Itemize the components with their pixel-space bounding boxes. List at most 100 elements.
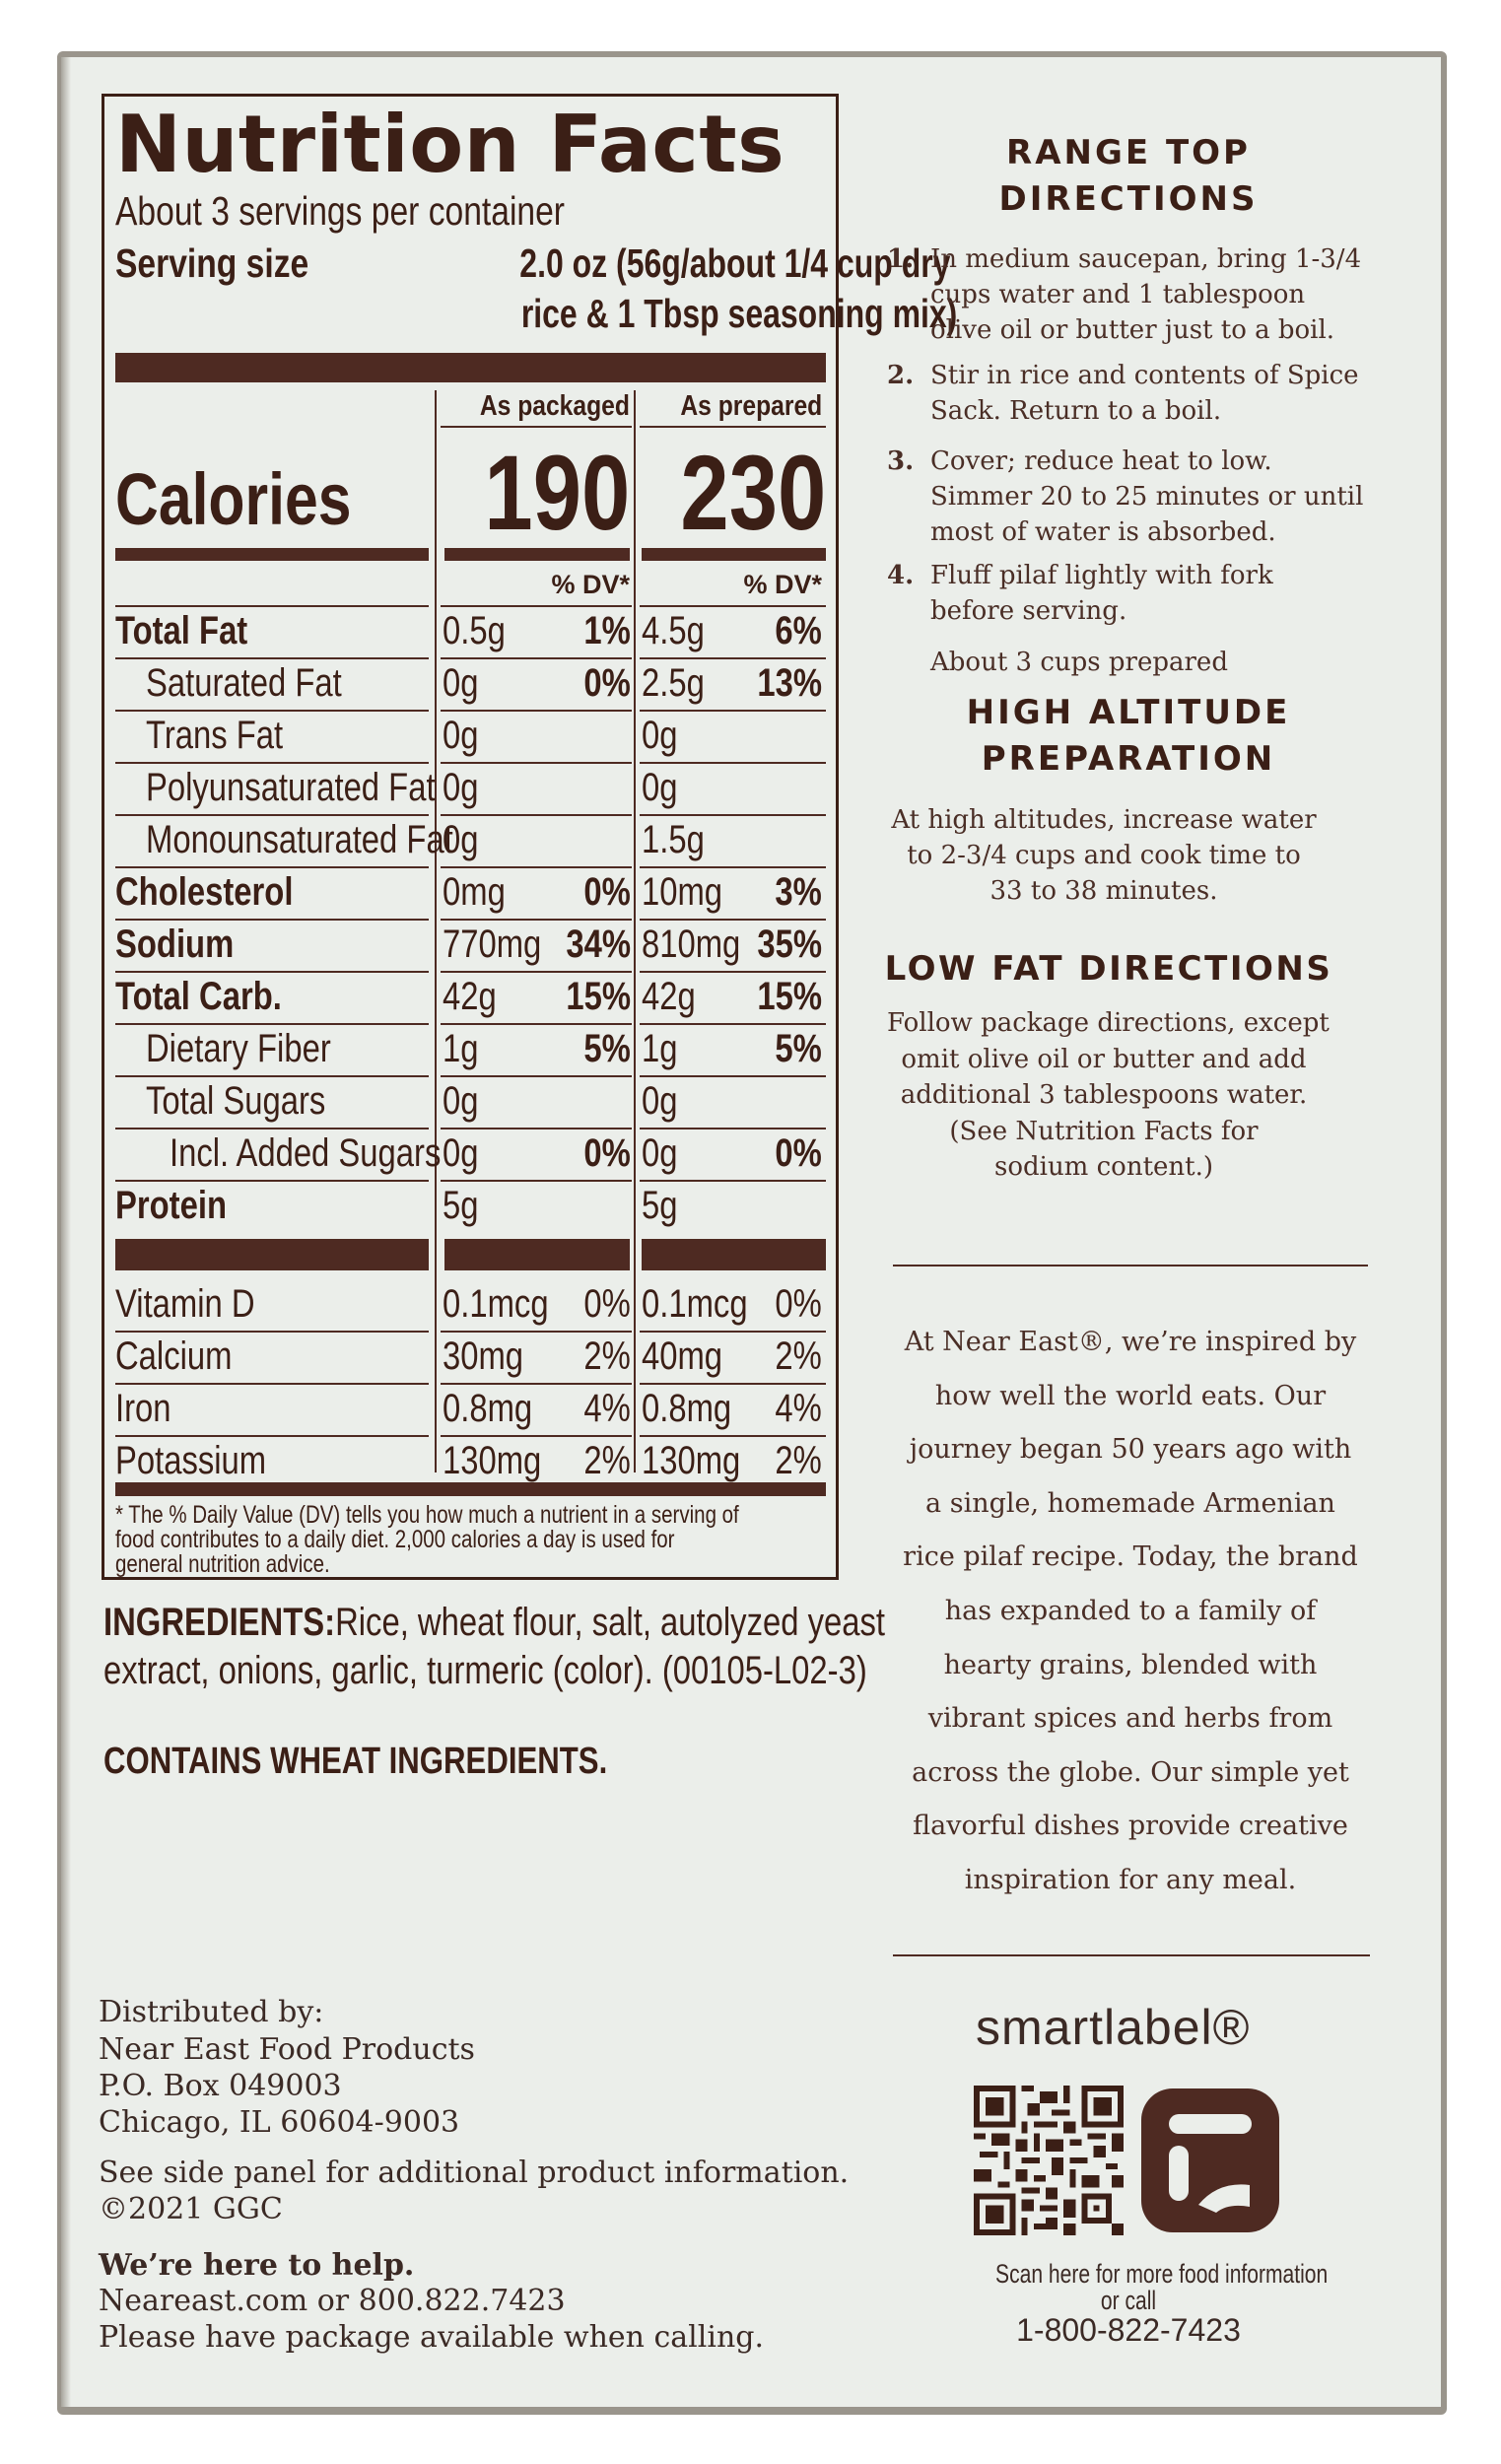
copyright: ©2021 GGC [99, 2192, 283, 2226]
nutrient-dv-prepared: 35% [723, 923, 822, 967]
low-fat-line: additional 3 tablespoons water. [900, 1080, 1308, 1110]
step-number: 3. [887, 446, 915, 476]
nutrient-dv-packaged: 5% [532, 1027, 631, 1071]
vitamin-value-prepared: 130mg [642, 1439, 741, 1482]
brand-story-line: inspiration for any meal. [964, 1864, 1297, 1895]
nutrient-dv-prepared-text: 3% [775, 870, 822, 914]
calories-prepared: 230 [680, 433, 826, 552]
column-divider-left [435, 390, 437, 1472]
vitamin-dv-packaged: 2% [532, 1439, 631, 1483]
row-rule-prepared [640, 605, 826, 607]
vitamin-rule-packaged [441, 1435, 632, 1437]
row-rule-left [115, 1128, 429, 1129]
nutrient-name: Protein [115, 1184, 227, 1227]
thick-divider [115, 353, 826, 382]
low-fat-heading: LOW FAT DIRECTIONS [884, 949, 1333, 989]
protein-bar-packaged [444, 1239, 630, 1270]
row-rule-left [115, 1075, 429, 1077]
vitamin-value-packaged: 130mg [443, 1439, 542, 1482]
nutrient-name: Total Carb. [115, 975, 282, 1018]
nutrient-value-packaged: 1g [443, 1027, 479, 1070]
nutrient-value-prepared: 0g [642, 1131, 678, 1175]
vitamin-value-prepared: 40mg [642, 1335, 723, 1378]
help-note: Please have package available when calli… [99, 2320, 765, 2355]
divider-upper [893, 1265, 1368, 1266]
vitamin-name: Vitamin D [115, 1282, 255, 1326]
nutrient-value-packaged: 0mg [443, 870, 506, 914]
header-underline-prepared [640, 426, 826, 428]
vitamin-dv-packaged-text: 2% [583, 1335, 631, 1378]
nutrient-name: Dietary Fiber [146, 1027, 331, 1070]
step-text-line: Stir in rice and contents of Spice [930, 361, 1359, 390]
row-rule-packaged [441, 1075, 632, 1077]
nutrient-dv-prepared: 0% [723, 1131, 822, 1176]
nutrient-dv-prepared-text: 35% [757, 923, 822, 966]
qr-code[interactable] [974, 2086, 1124, 2235]
nutrient-value-packaged: 5g [443, 1184, 479, 1227]
scan-text: Scan here for more food information or c… [995, 2259, 1329, 2315]
row-rule-packaged [441, 971, 632, 973]
row-rule-left [115, 1023, 429, 1025]
brand-story-line: across the globe. Our simple yet [912, 1756, 1349, 1788]
distributor-city: Chicago, IL 60604-9003 [99, 2105, 460, 2140]
row-rule-left [115, 762, 429, 764]
row-rule-prepared [640, 1075, 826, 1077]
row-rule-prepared [640, 1023, 826, 1025]
nutrient-value-prepared: 42g [642, 975, 696, 1018]
vitamin-rule-prepared [640, 1435, 826, 1437]
nutrient-value-prepared: 810mg [642, 923, 741, 966]
nutrient-dv-packaged-text: 34% [566, 923, 631, 966]
ingredients-line2: extract, onions, garlic, turmeric (color… [103, 1649, 867, 1692]
smartlabel-phone[interactable]: 1-800-822-7423 [1016, 2312, 1241, 2348]
vitamin-dv-packaged-text: 0% [583, 1282, 631, 1326]
help-contact[interactable]: Neareast.com or 800.822.7423 [99, 2284, 566, 2318]
step-text-line: cups water and 1 tablespoon [930, 280, 1306, 309]
nutrient-value-packaged: 770mg [443, 923, 542, 966]
calories-bar-packaged [444, 548, 630, 561]
brand-story-line: journey began 50 years ago with [909, 1434, 1352, 1466]
nutrient-dv-prepared-text: 15% [757, 975, 822, 1018]
row-rule-left [115, 605, 429, 607]
nutrient-dv-prepared: 15% [723, 975, 822, 1019]
vitamin-dv-prepared: 2% [723, 1335, 822, 1379]
vitamin-dv-packaged: 4% [532, 1387, 631, 1431]
vitamin-name: Iron [115, 1387, 171, 1430]
low-fat-line: Follow package directions, except [887, 1008, 1330, 1038]
nutrient-name: Sodium [115, 923, 235, 966]
nutrient-dv-prepared: 5% [723, 1027, 822, 1071]
package-panel [61, 57, 1441, 2407]
row-rule-packaged [441, 1180, 632, 1182]
brand-story-line: flavorful dishes provide creative [913, 1811, 1348, 1842]
vitamin-rule-left [115, 1383, 429, 1385]
ingredients-label: INGREDIENTS: [103, 1601, 336, 1644]
nutrient-dv-packaged: 34% [532, 923, 631, 967]
nutrient-name: Polyunsaturated Fat [146, 766, 436, 809]
row-rule-prepared [640, 919, 826, 921]
row-rule-left [115, 1180, 429, 1182]
row-rule-packaged [441, 919, 632, 921]
row-rule-left [115, 866, 429, 868]
row-rule-packaged [441, 605, 632, 607]
distributed-by: Distributed by: [99, 1995, 324, 2029]
row-rule-packaged [441, 866, 632, 868]
row-rule-prepared [640, 814, 826, 816]
step-text-line: In medium saucepan, bring 1-3/4 [930, 244, 1362, 274]
row-rule-left [115, 919, 429, 921]
vitamin-rule-left [115, 1331, 429, 1333]
nutrient-value-packaged: 0g [443, 1131, 479, 1175]
row-rule-prepared [640, 1180, 826, 1182]
step-text-line: Sack. Return to a boil. [930, 396, 1222, 426]
nutrient-dv-packaged: 0% [532, 1131, 631, 1176]
nutrient-name: Trans Fat [146, 714, 284, 757]
vitamin-dv-packaged: 0% [532, 1282, 631, 1327]
nutrition-facts-title: Nutrition Facts [115, 99, 785, 190]
vitamin-dv-prepared-text: 2% [775, 1439, 822, 1482]
brand-story-line: how well the world eats. Our [934, 1380, 1327, 1411]
vitamin-dv-prepared-text: 2% [775, 1335, 822, 1378]
vitamin-value-packaged: 0.1mcg [443, 1282, 549, 1326]
serving-size-value-line2: rice & 1 Tbsp seasoning mix) [520, 291, 958, 336]
protein-bar-left [115, 1239, 429, 1270]
vitamin-rule-prepared [640, 1331, 826, 1333]
nutrient-name: Total Sugars [146, 1079, 326, 1123]
help-heading: We’re here to help. [99, 2248, 415, 2283]
